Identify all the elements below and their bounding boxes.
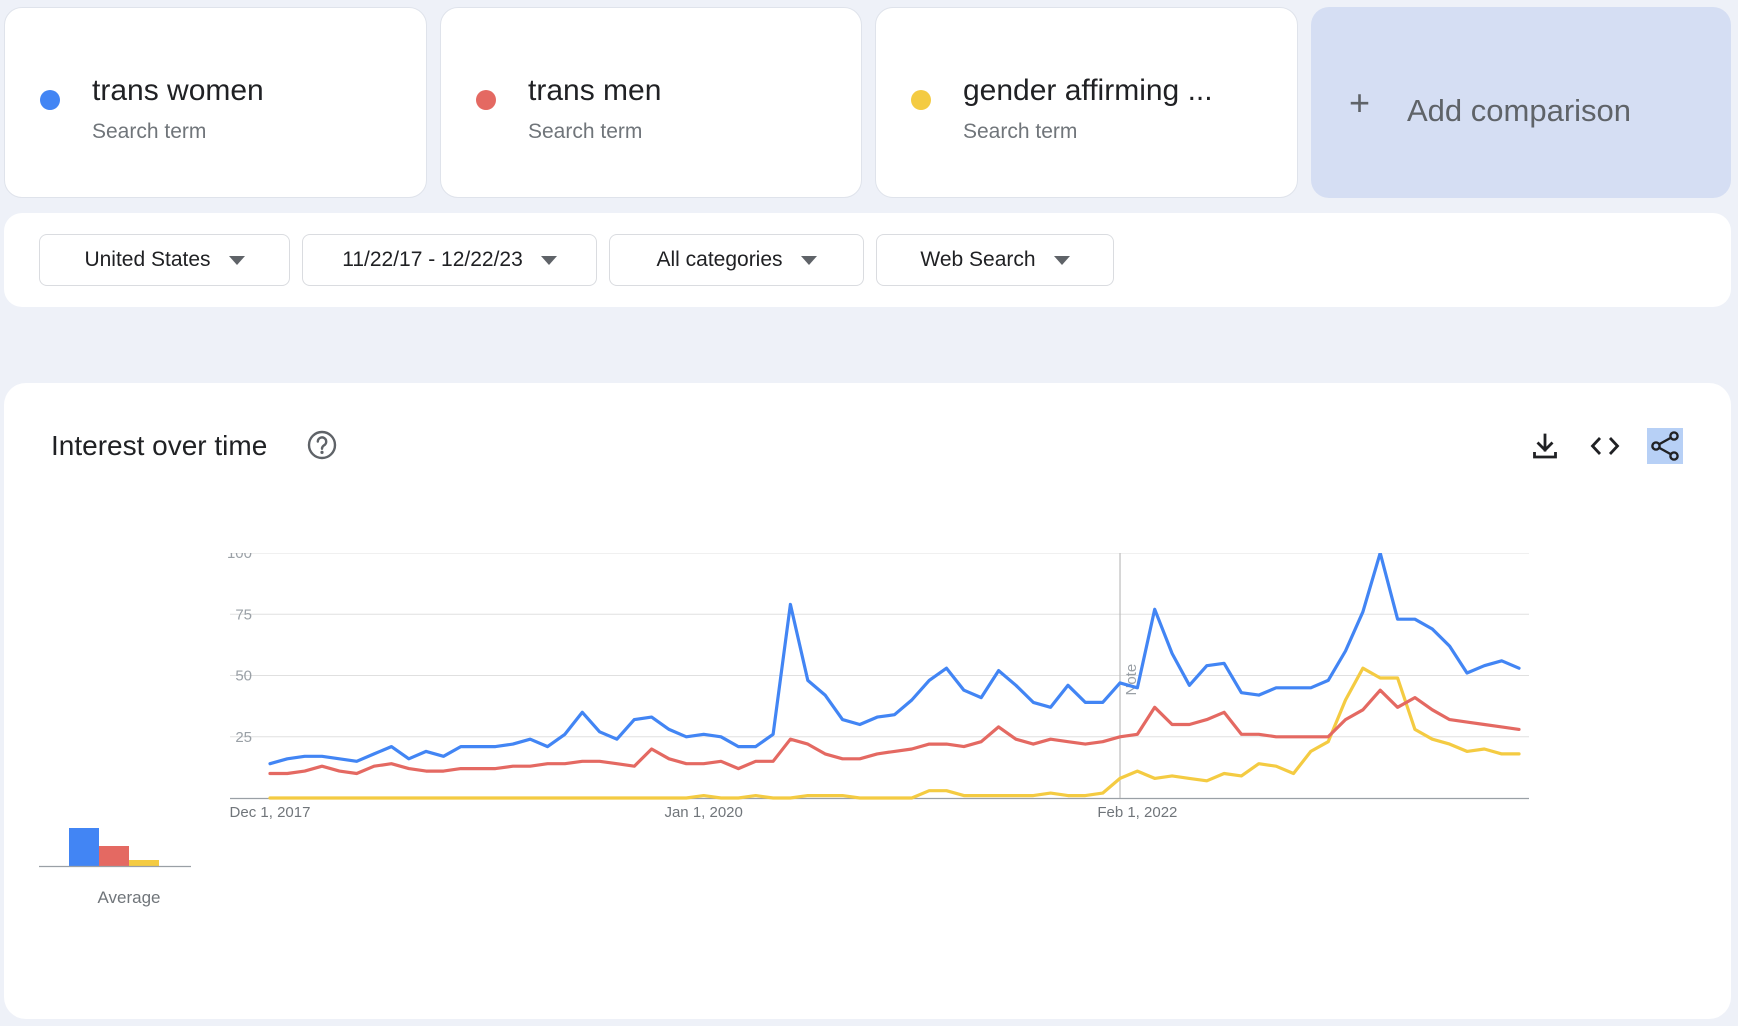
- y-tick-label: 25: [235, 729, 252, 746]
- term-name: trans men: [528, 74, 662, 107]
- term-card-2[interactable]: trans men Search term: [440, 7, 862, 198]
- card-title: Interest over time: [51, 430, 268, 461]
- dropdown-arrow-icon: [800, 255, 817, 265]
- dropdown-arrow-icon: [1053, 255, 1070, 265]
- y-tick-label: 50: [235, 668, 252, 685]
- embed-code-icon[interactable]: [1587, 428, 1623, 464]
- y-tick-label: 75: [235, 606, 252, 623]
- average-bar: [99, 846, 129, 866]
- category-dropdown[interactable]: All categories: [609, 234, 864, 286]
- x-tick-label: Jan 1, 2020: [664, 804, 742, 821]
- term-type: Search term: [963, 120, 1078, 143]
- category-value: All categories: [656, 248, 783, 271]
- term-card-3[interactable]: gender affirming ... Search term: [875, 7, 1298, 198]
- interest-line-chart: 25 50 75 100 Note Dec 1, 2017 Jan 1, 2020 Feb 1…: [227, 553, 1529, 821]
- term-name: trans women: [92, 74, 264, 107]
- add-comparison-label: Add comparison: [1407, 93, 1632, 128]
- average-bar-chart: [39, 828, 191, 868]
- series-line: [268, 553, 1521, 766]
- dropdown-arrow-icon: [228, 255, 245, 265]
- dropdown-arrow-icon: [540, 255, 557, 265]
- term-type: Search term: [528, 120, 643, 143]
- interest-over-time-card: Interest over time Average 25 50 75 100 Note…: [4, 383, 1731, 1019]
- series-color-dot: [40, 90, 60, 110]
- term-type: Search term: [92, 120, 207, 143]
- filter-bar: United States 11/22/17 - 12/22/23 All ca…: [4, 213, 1731, 307]
- share-icon[interactable]: [1647, 428, 1683, 464]
- series-line: [268, 688, 1521, 776]
- x-tick-label: Feb 1, 2022: [1097, 804, 1177, 821]
- region-value: United States: [84, 248, 211, 271]
- note-marker-label[interactable]: Note: [1123, 664, 1140, 696]
- term-name: gender affirming ...: [963, 74, 1213, 107]
- y-tick-label: 100: [227, 553, 252, 562]
- term-card-1[interactable]: trans women Search term: [4, 7, 427, 198]
- x-tick-label: Dec 1, 2017: [230, 804, 311, 821]
- region-dropdown[interactable]: United States: [39, 234, 290, 286]
- series-color-dot: [476, 90, 496, 110]
- average-bar: [129, 860, 159, 866]
- series-line: [268, 666, 1521, 800]
- series-color-dot: [911, 90, 931, 110]
- download-icon[interactable]: [1527, 428, 1563, 464]
- date-range-dropdown[interactable]: 11/22/17 - 12/22/23: [302, 234, 597, 286]
- help-icon[interactable]: [306, 429, 338, 461]
- search-property-value: Web Search: [920, 248, 1036, 271]
- add-comparison-button[interactable]: + Add comparison: [1311, 7, 1731, 198]
- date-range-value: 11/22/17 - 12/22/23: [342, 248, 523, 271]
- search-property-dropdown[interactable]: Web Search: [876, 234, 1114, 286]
- average-bar: [69, 828, 99, 866]
- plus-icon: +: [1349, 82, 1371, 123]
- average-label: Average: [97, 888, 161, 907]
